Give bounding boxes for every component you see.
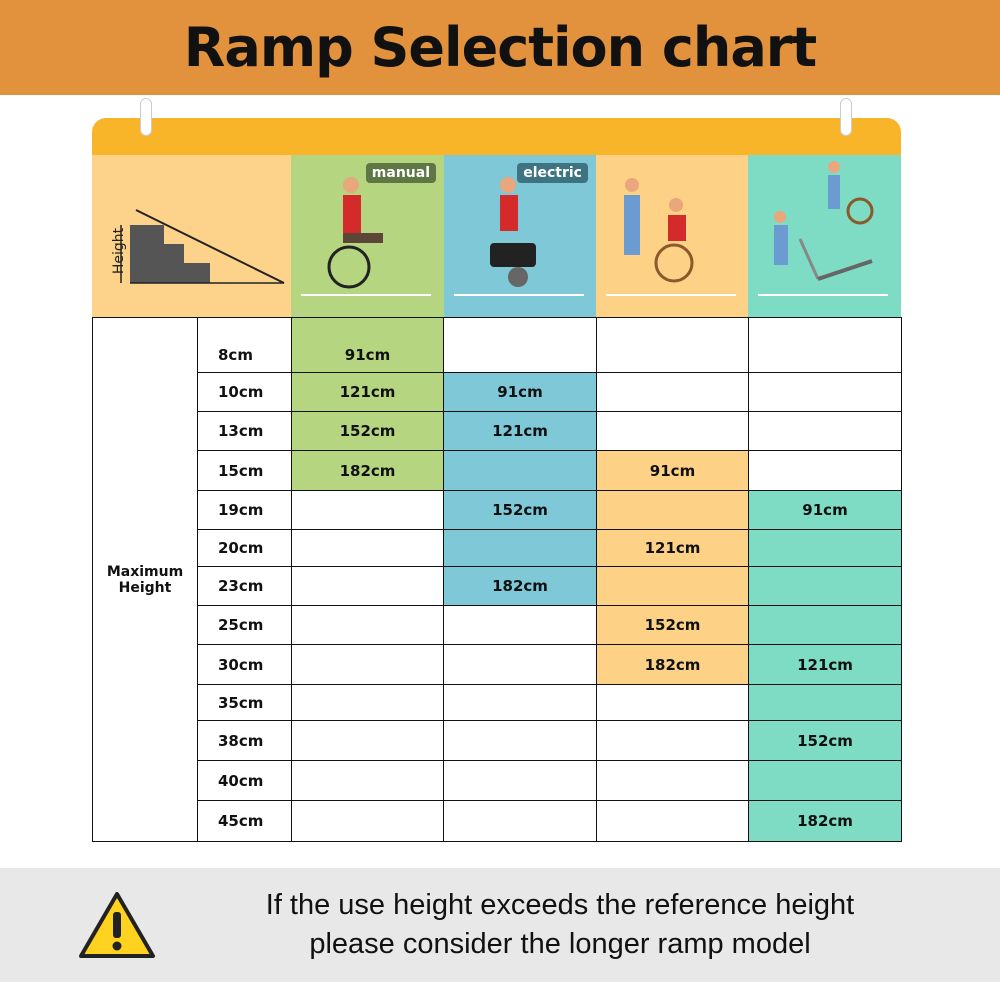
attendant-with-trolley-icon (758, 161, 888, 296)
ramp-length-cell (596, 720, 749, 761)
ramp-length-cell: 91cm (596, 450, 749, 491)
ramp-length-cell (748, 411, 902, 451)
ramp-length-cell (748, 450, 902, 491)
page-title: Ramp Selection chart (183, 16, 817, 79)
ramp-length-cell: 152cm (443, 490, 597, 530)
electric-wheelchair-user-icon (454, 177, 584, 296)
assisted-wheelchair-icon (606, 178, 736, 296)
height-cell: 15cm (197, 450, 292, 491)
ramp-table: Maximum Height 8cm 91cm 10cm 121cm 91cm 13cm 15… (92, 317, 902, 842)
ramp-length-cell (291, 720, 444, 761)
ramp-length-cell (748, 684, 902, 721)
ramp-length-cell (291, 529, 444, 567)
height-cell: 30cm (197, 644, 292, 685)
ramp-length-cell: 121cm (443, 411, 597, 451)
height-cell: 23cm (197, 566, 292, 606)
ramp-length-cell (443, 450, 597, 491)
ramp-length-cell (291, 644, 444, 685)
height-cell: 20cm (197, 529, 292, 567)
ramp-length-cell: 91cm (443, 372, 597, 412)
ramp-length-cell: 152cm (748, 720, 902, 761)
manual-badge: manual (365, 163, 436, 183)
ramp-length-cell (596, 566, 749, 606)
height-cell: 40cm (197, 760, 292, 801)
ramp-length-cell (291, 684, 444, 721)
ramp-length-cell (291, 566, 444, 606)
footer-line-2: please consider the longer ramp model (309, 928, 811, 960)
ramp-length-cell (596, 684, 749, 721)
ramp-length-cell: 91cm (748, 490, 902, 530)
row-header-cell: Maximum Height (92, 317, 198, 842)
ramp-length-cell (443, 684, 597, 721)
height-cell: 25cm (197, 605, 292, 645)
height-cell: 13cm (197, 411, 292, 451)
electric-badge: electric (517, 163, 588, 183)
ramp-length-cell (443, 529, 597, 567)
ramp-length-cell (748, 566, 902, 606)
ramp-length-cell (748, 529, 902, 567)
manual-wheelchair-user-icon (301, 177, 431, 296)
assisted-wheelchair-header (596, 155, 748, 317)
ramp-length-cell (748, 372, 902, 412)
ramp-length-cell (748, 760, 902, 801)
ramp-length-cell (291, 800, 444, 842)
trolley-header (748, 155, 901, 317)
ramp-length-cell (443, 800, 597, 842)
ramp-length-cell (443, 317, 597, 373)
ramp-length-cell (596, 411, 749, 451)
ramp-length-cell: 91cm (291, 317, 444, 373)
ramp-length-cell: 121cm (596, 529, 749, 567)
row-header-label: Maximum Height (106, 563, 184, 596)
stairs-ramp-icon (120, 209, 285, 284)
height-diagram: Height (92, 155, 291, 317)
ramp-length-cell: 182cm (291, 450, 444, 491)
ramp-length-cell (596, 317, 749, 373)
ramp-length-cell (291, 760, 444, 801)
ramp-length-cell (443, 605, 597, 645)
warning-icon (79, 892, 155, 958)
ramp-length-cell (596, 372, 749, 412)
ramp-length-cell (443, 760, 597, 801)
ramp-length-cell (291, 605, 444, 645)
height-cell: 19cm (197, 490, 292, 530)
title-banner: Ramp Selection chart (0, 0, 1000, 95)
ramp-length-cell (443, 644, 597, 685)
height-cell: 8cm (197, 317, 292, 373)
ramp-length-cell: 121cm (291, 372, 444, 412)
board-top-bar (92, 118, 901, 156)
height-cell: 10cm (197, 372, 292, 412)
height-cell: 35cm (197, 684, 292, 721)
ramp-length-cell (291, 490, 444, 530)
ramp-length-cell: 152cm (291, 411, 444, 451)
footer-note: If the use height exceeds the reference … (0, 868, 1000, 982)
ramp-length-cell (748, 317, 902, 373)
hanger-hook-right (840, 98, 852, 136)
electric-wheelchair-header: electric (444, 155, 596, 317)
ramp-length-cell (443, 720, 597, 761)
ramp-length-cell (596, 490, 749, 530)
ramp-length-cell (596, 760, 749, 801)
height-cell: 45cm (197, 800, 292, 842)
manual-wheelchair-header: manual (291, 155, 444, 317)
ramp-length-cell: 182cm (748, 800, 902, 842)
hanger-hook-left (140, 98, 152, 136)
ramp-length-cell: 121cm (748, 644, 902, 685)
height-label: Height (111, 227, 128, 275)
ramp-length-cell: 182cm (596, 644, 749, 685)
ramp-length-cell (748, 605, 902, 645)
height-cell: 38cm (197, 720, 292, 761)
footer-line-1: If the use height exceeds the reference … (265, 889, 855, 921)
ramp-length-cell (596, 800, 749, 842)
ramp-length-cell: 152cm (596, 605, 749, 645)
ramp-length-cell: 182cm (443, 566, 597, 606)
